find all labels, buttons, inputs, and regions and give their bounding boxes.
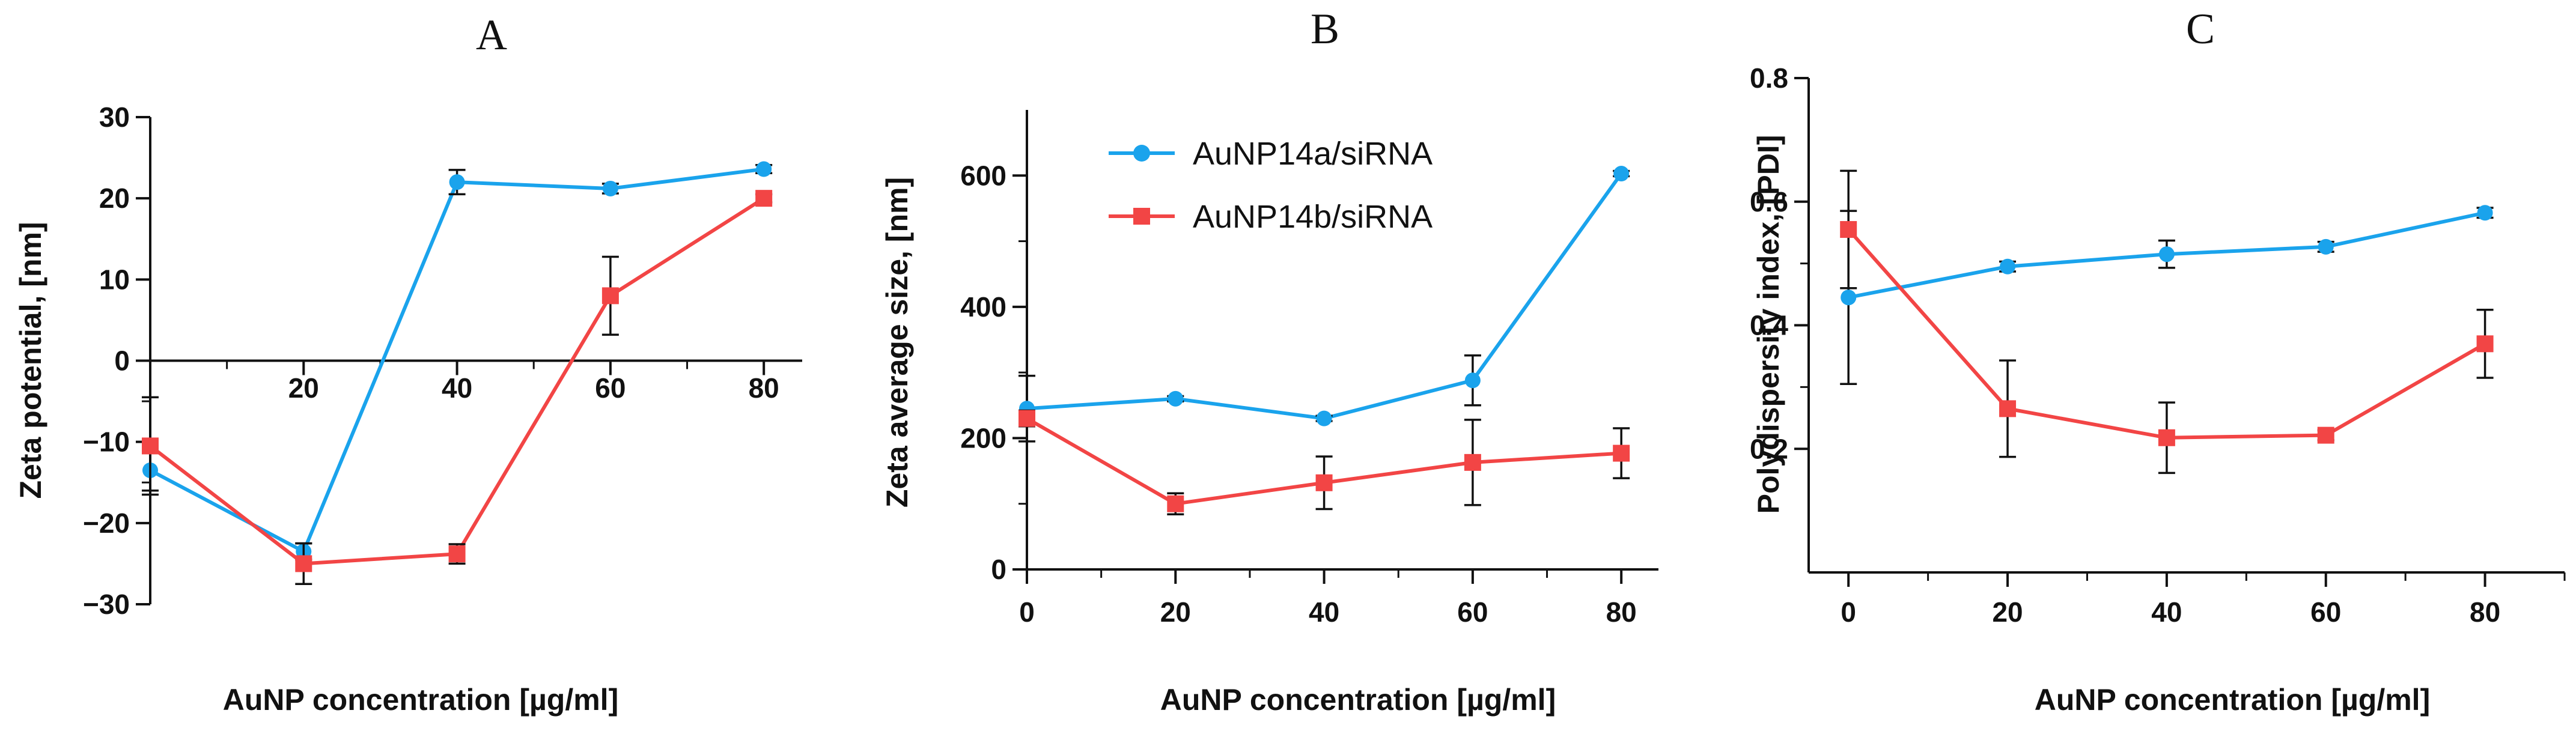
x-tick-label: 80 bbox=[1606, 596, 1637, 628]
data-point-square bbox=[1019, 410, 1035, 427]
data-point-circle bbox=[756, 161, 772, 177]
legend-label: AuNP14a/siRNA bbox=[1193, 136, 1433, 172]
legend-label: AuNP14b/siRNA bbox=[1193, 199, 1433, 235]
data-point-circle bbox=[1841, 290, 1857, 306]
x-tick-label: 20 bbox=[288, 372, 319, 404]
y-tick-label: 20 bbox=[99, 183, 130, 214]
x-axis-title: AuNP concentration [µg/ml] bbox=[1160, 683, 1556, 717]
data-point-circle bbox=[1613, 166, 1630, 182]
x-tick-label: 40 bbox=[442, 372, 472, 404]
x-tick-label: 0 bbox=[1019, 596, 1035, 628]
y-tick-label: −20 bbox=[83, 508, 130, 539]
panel-letter: C bbox=[2186, 5, 2215, 53]
data-point-square bbox=[2476, 335, 2494, 353]
series-aunp14b bbox=[1019, 409, 1630, 515]
y-tick-label: 0.8 bbox=[1750, 62, 1788, 94]
legend-marker-square bbox=[1133, 208, 1150, 225]
data-point-circle bbox=[2477, 205, 2493, 221]
x-tick-label: 20 bbox=[1992, 596, 2023, 628]
series-aunp14a bbox=[1840, 205, 2494, 385]
data-point-square bbox=[2158, 429, 2175, 446]
x-tick-label: 40 bbox=[1309, 596, 1339, 628]
panel-letter: B bbox=[1311, 5, 1339, 53]
data-point-circle bbox=[449, 174, 465, 190]
data-point-square bbox=[601, 287, 619, 305]
x-tick-label: 60 bbox=[595, 372, 626, 404]
data-point-circle bbox=[1464, 372, 1481, 389]
y-tick-label: 0 bbox=[114, 345, 130, 377]
data-point-square bbox=[1315, 474, 1333, 491]
data-point-circle bbox=[1168, 390, 1184, 407]
data-point-square bbox=[1167, 495, 1184, 512]
data-point-square bbox=[448, 545, 466, 563]
data-point-square bbox=[1613, 444, 1630, 462]
data-point-square bbox=[755, 190, 773, 207]
x-tick-label: 60 bbox=[1457, 596, 1488, 628]
x-tick-label: 20 bbox=[1160, 596, 1191, 628]
x-tick-label: 80 bbox=[2470, 596, 2500, 628]
y-tick-label: 400 bbox=[960, 291, 1006, 323]
chart-panel-A: A −30 −20 −10 0 10 20 30 20 40 60 80 AuNP concentrat… bbox=[14, 11, 802, 717]
series-aunp14a bbox=[1019, 166, 1630, 443]
chart-panel-B: B 0 200 400 600 0 20 40 60 80 AuNP concentration [… bbox=[880, 5, 1658, 717]
x-tick-label: 0 bbox=[1841, 596, 1856, 628]
chart-panel-C: C 0.2 0.4 0.6 0.8 0 20 40 60 80 AuNP concentration… bbox=[1750, 5, 2566, 717]
x-axis-title: AuNP concentration [µg/ml] bbox=[223, 683, 618, 717]
y-tick-label: 200 bbox=[960, 422, 1006, 453]
y-tick-label: 0.6 bbox=[1750, 186, 1788, 217]
panel-letter: A bbox=[476, 11, 507, 59]
x-tick-label: 60 bbox=[2310, 596, 2341, 628]
y-tick-label: 30 bbox=[99, 102, 130, 133]
data-point-circle bbox=[1316, 410, 1332, 426]
y-tick-label: −30 bbox=[83, 589, 130, 620]
y-tick-label: 0.2 bbox=[1750, 433, 1788, 464]
y-tick-label: 0.4 bbox=[1750, 310, 1788, 341]
data-point-circle bbox=[2318, 238, 2334, 255]
series-aunp14b bbox=[1840, 169, 2494, 475]
data-point-square bbox=[1464, 453, 1481, 471]
y-tick-label: −10 bbox=[83, 426, 130, 458]
y-tick-label: 10 bbox=[99, 264, 130, 295]
data-point-circle bbox=[2000, 258, 2016, 274]
y-axis-title: Zeta average size, [nm] bbox=[880, 177, 914, 508]
x-tick-label: 80 bbox=[749, 372, 779, 404]
y-axis-title: Zeta potential, [nm] bbox=[14, 222, 47, 499]
data-point-circle bbox=[602, 180, 618, 196]
series-aunp14b bbox=[142, 190, 773, 585]
legend: AuNP14a/siRNA AuNP14b/siRNA bbox=[1109, 136, 1433, 235]
data-point-square bbox=[1840, 221, 1857, 238]
y-axis-title: Polydispersity index, [PDI] bbox=[1752, 135, 1785, 514]
data-point-circle bbox=[2158, 246, 2175, 262]
legend-marker-circle bbox=[1133, 145, 1150, 162]
data-point-square bbox=[2317, 426, 2334, 444]
y-tick-label: 600 bbox=[960, 160, 1006, 191]
x-tick-label: 40 bbox=[2151, 596, 2182, 628]
y-tick-label: 0 bbox=[991, 554, 1006, 585]
data-point-square bbox=[1999, 400, 2017, 417]
data-point-square bbox=[295, 555, 312, 572]
x-axis-title: AuNP concentration [µg/ml] bbox=[2035, 683, 2430, 717]
data-point-square bbox=[142, 437, 159, 455]
